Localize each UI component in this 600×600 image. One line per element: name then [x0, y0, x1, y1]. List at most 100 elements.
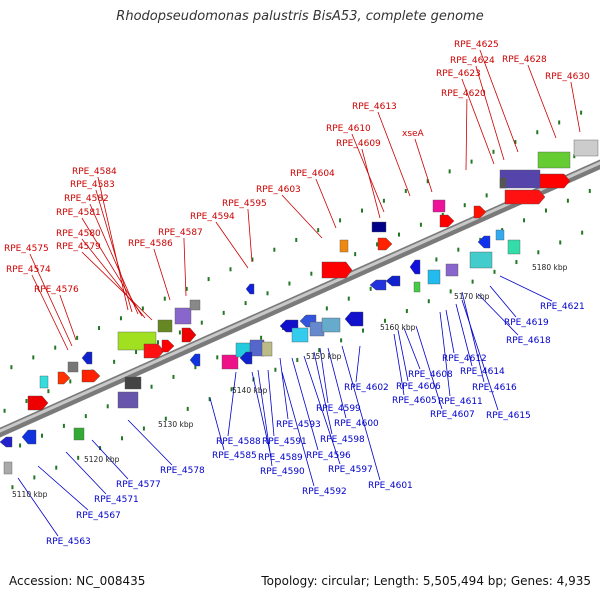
gene-label-lower: RPE_4598 — [320, 435, 365, 445]
gene-forward — [439, 214, 455, 228]
gene-box-lower — [3, 461, 13, 475]
gene-layer — [0, 139, 599, 475]
gene-forward — [181, 327, 197, 343]
gene-label-upper: RPE_4595 — [222, 199, 267, 209]
leader-line-upper — [377, 111, 411, 197]
gene-box-upper — [339, 239, 349, 253]
gene-label-upper: RPE_4603 — [256, 185, 301, 195]
gene-label-lower: RPE_4611 — [438, 397, 483, 407]
gene-reverse — [189, 353, 201, 367]
gene-label-lower: RPE_4591 — [262, 437, 307, 447]
gene-box-lower — [39, 375, 49, 389]
leader-line-lower — [355, 345, 361, 383]
gene-forward — [504, 189, 546, 205]
scale-tick-label: 5120 kbp — [84, 455, 120, 464]
leader-line-upper — [479, 49, 519, 153]
gene-box-lower — [321, 317, 341, 333]
gene-reverse — [0, 436, 13, 448]
gene-box-lower — [221, 354, 239, 370]
scale-tick-label: 5140 kbp — [232, 386, 268, 395]
leader-line-lower — [313, 351, 333, 435]
leader-line-upper — [315, 178, 337, 229]
gene-label-upper: RPE_4574 — [6, 265, 51, 275]
gene-label-lower: RPE_4585 — [212, 451, 257, 461]
leader-line-upper — [81, 238, 146, 319]
leader-line-lower — [37, 465, 89, 511]
leader-line-lower — [461, 291, 485, 383]
gene-label-upper: RPE_4625 — [454, 40, 499, 50]
map-title: Rhodopseudomonas palustris BisA53, compl… — [116, 9, 484, 24]
gene-label-upper: RPE_4580 — [56, 229, 101, 239]
gene-label-lower: RPE_4607 — [430, 410, 475, 420]
leader-line-lower — [257, 369, 273, 467]
leader-line-lower — [319, 347, 329, 404]
gene-box-lower — [427, 269, 441, 285]
gene-box-lower — [117, 391, 139, 409]
leader-line-upper — [29, 253, 73, 347]
leader-line-lower — [267, 369, 275, 437]
gene-label-upper: RPE_4613 — [352, 102, 397, 112]
leader-line-upper — [81, 251, 153, 321]
label-layer: 5110 kbp 5120 kbp 5130 kbp 5140 kbp 5150 kbp… — [4, 40, 590, 547]
gene-label-upper: RPE_4604 — [290, 169, 335, 179]
leader-line-upper — [461, 78, 495, 165]
gene-label-lower: RPE_4590 — [260, 467, 305, 477]
gene-label-lower: RPE_4563 — [46, 537, 91, 547]
gene-forward — [539, 173, 571, 189]
gene-label-upper: RPE_4581 — [56, 208, 101, 218]
leader-line-lower — [65, 451, 107, 495]
gene-label-upper: RPE_4623 — [436, 69, 481, 79]
gene-forward — [377, 237, 393, 251]
leader-line-upper — [465, 98, 468, 171]
scale-tick-label: 5160 kbp — [380, 323, 416, 332]
gene-label-lower: RPE_4567 — [76, 511, 121, 521]
gene-label-upper: RPE_4575 — [4, 244, 49, 254]
leader-line-lower — [291, 357, 319, 451]
leader-line-lower — [455, 303, 473, 367]
leader-line-upper — [95, 189, 133, 313]
gene-label-lower: RPE_4608 — [408, 370, 453, 380]
gene-label-upper: RPE_4579 — [56, 242, 101, 252]
leader-line-upper — [281, 194, 323, 239]
backbone-layer — [0, 159, 600, 438]
gene-label-lower: RPE_4589 — [258, 453, 303, 463]
scale-tick-label: 5110 kbp — [12, 490, 48, 499]
gene-forward — [473, 205, 487, 219]
gene-forward — [143, 343, 165, 359]
scale-tick-label: 5150 kbp — [306, 352, 342, 361]
leader-line-lower — [397, 329, 409, 382]
gene-label-lower: RPE_4597 — [328, 465, 373, 475]
gene-reverse — [369, 279, 387, 291]
leader-line-lower — [127, 419, 173, 466]
leader-line-upper — [97, 176, 129, 311]
leader-line-lower — [403, 327, 421, 370]
gene-forward — [161, 339, 175, 353]
leader-line-lower — [499, 275, 553, 302]
gene-box-lower — [495, 229, 505, 241]
gene-label-lower: RPE_4606 — [396, 382, 441, 392]
leader-line-lower — [17, 477, 59, 537]
gene-box-lower — [469, 251, 493, 269]
leader-line-upper — [81, 217, 143, 317]
leader-line-lower — [477, 293, 519, 336]
accession-text: Accession: NC_008435 — [9, 574, 146, 588]
gene-box-lower — [413, 281, 421, 293]
scale-tick-label: 5130 kbp — [158, 420, 194, 429]
gene-reverse — [409, 259, 421, 275]
gene-label-upper: RPE_4610 — [326, 124, 371, 134]
gene-forward — [321, 261, 353, 279]
gene-box-upper — [499, 177, 507, 189]
leader-line-upper — [475, 65, 505, 161]
gene-label-upper: RPE_4628 — [502, 55, 547, 65]
gene-forward — [81, 369, 101, 383]
gene-label-upper: RPE_4624 — [450, 56, 495, 66]
gene-reverse — [21, 429, 37, 445]
leader-line-lower — [415, 325, 443, 410]
gene-reverse — [239, 351, 253, 365]
gene-label-upper: RPE_4630 — [545, 72, 590, 82]
leader-layer — [17, 49, 581, 537]
leader-line-lower — [393, 333, 405, 396]
gene-box-upper — [189, 299, 201, 311]
gene-label-upper: xseA — [402, 129, 425, 139]
leader-line-upper — [153, 248, 171, 301]
